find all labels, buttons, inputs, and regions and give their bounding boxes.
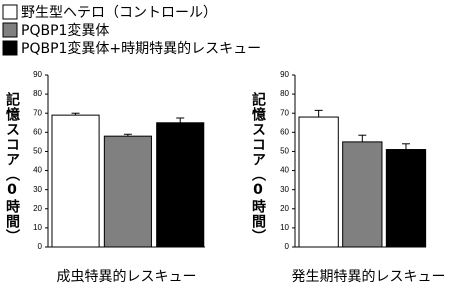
legend-label: PQBP1変異体	[21, 22, 109, 39]
y-tick-label: 0	[285, 242, 290, 251]
legend-swatch	[2, 40, 18, 56]
y-tick-label: 20	[33, 204, 42, 213]
y-tick-label: 40	[280, 166, 289, 175]
bar	[51, 114, 100, 248]
y-tick-label: 80	[280, 89, 289, 98]
legend-label: 野生型ヘテロ（コントロール）	[21, 5, 217, 21]
y-tick-label: 60	[280, 127, 289, 136]
y-tick-label: 20	[280, 204, 289, 213]
bar	[103, 135, 152, 248]
x-axis-label: 成虫特異的レスキュー	[57, 269, 197, 285]
y-tick-label: 90	[33, 70, 42, 79]
bar	[385, 149, 427, 248]
y-tick-label: 60	[33, 127, 42, 136]
x-axis-label: 発生期特異的レスキュー	[292, 269, 446, 285]
y-tick-label: 40	[33, 166, 42, 175]
legend-label: PQBP1変異体+時期特異的レスキュー	[21, 40, 261, 57]
y-tick-label: 70	[33, 108, 42, 117]
bar	[156, 122, 205, 248]
y-tick-label: 70	[280, 108, 289, 117]
y-tick-label: 30	[280, 185, 289, 194]
bar	[342, 141, 383, 248]
y-tick-label: 0	[38, 242, 43, 251]
y-tick-label: 10	[280, 223, 289, 232]
y-tick-label: 50	[280, 147, 289, 156]
y-tick-label: 30	[33, 185, 42, 194]
legend-swatch	[2, 4, 18, 20]
y-axis-label: 記憶スコア（0時間）	[4, 91, 21, 244]
bar	[298, 116, 339, 248]
y-tick-label: 90	[280, 70, 289, 79]
y-axis-label: 記憶スコア（0時間）	[250, 91, 267, 244]
y-tick-label: 10	[33, 223, 42, 232]
y-tick-label: 80	[33, 89, 42, 98]
y-tick-label: 50	[33, 147, 42, 156]
legend-swatch	[2, 22, 18, 38]
